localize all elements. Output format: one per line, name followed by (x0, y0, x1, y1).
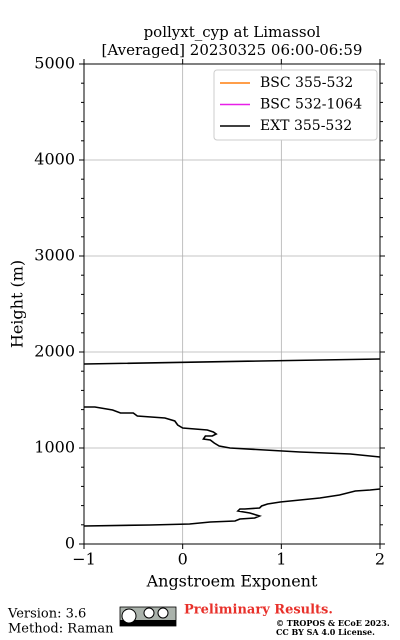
y-tick-label: 1000 (34, 438, 75, 457)
plot-frame (83, 63, 381, 545)
legend-label: BSC 532-1064 (260, 97, 362, 113)
chart-title: pollyxt_cyp at Limassol (144, 23, 321, 41)
x-tick-label: 1 (276, 550, 286, 569)
x-tick-label: −1 (72, 550, 96, 569)
x-tick-label: 0 (178, 550, 188, 569)
license: CC BY SA 4.0 License. (276, 627, 375, 637)
legend-label: EXT 355-532 (260, 118, 352, 134)
version: Version: 3.6 (7, 607, 86, 622)
data-line (83, 358, 381, 527)
y-tick-label: 3000 (34, 246, 75, 265)
y-tick-label: 0 (65, 534, 75, 553)
y-tick-label: 4000 (34, 150, 75, 169)
x-axis-label: Angstroem Exponent (146, 572, 318, 591)
legend-box (213, 69, 378, 141)
copyright: © TROPOS & ECoE 2023. (276, 618, 390, 628)
status-note: Preliminary Results. (184, 603, 333, 618)
y-tick-label: 2000 (34, 342, 75, 361)
y-tick-label: 5000 (34, 54, 75, 73)
method: Method: Raman (8, 622, 114, 637)
legend-label: BSC 355-532 (260, 75, 353, 91)
x-tick-label: 2 (375, 550, 385, 569)
chart-subtitle: [Averaged] 20230325 06:00-06:59 (102, 41, 363, 59)
y-axis-label: Height (m) (8, 260, 27, 348)
cc-logo (119, 606, 177, 627)
